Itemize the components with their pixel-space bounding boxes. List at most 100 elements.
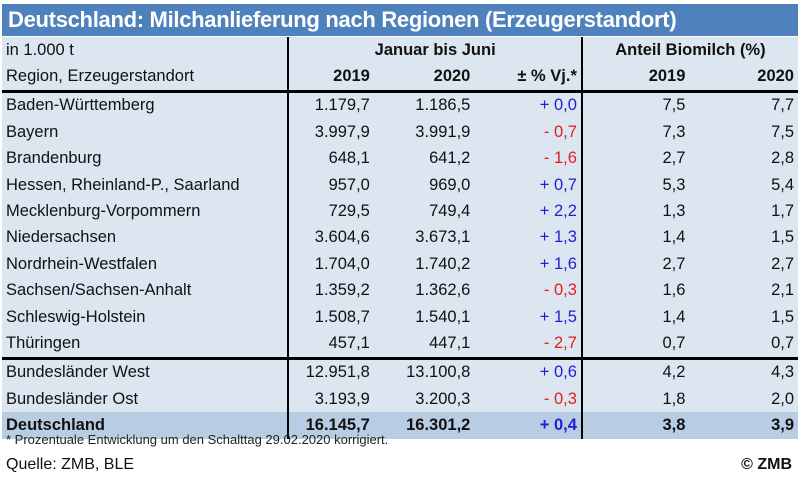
region-name: Thüringen bbox=[2, 330, 289, 359]
pct-change: + 2,2 bbox=[474, 198, 582, 225]
col-pct-change: ± % Vj.* bbox=[474, 63, 582, 92]
value-2020: 3.991,9 bbox=[373, 119, 475, 146]
bio-share-2019: 2,7 bbox=[580, 145, 690, 172]
bio-share-2020: 1,5 bbox=[689, 303, 798, 331]
table-row: Thüringen 457,1 447,1- 2,7 0,7 0,7 bbox=[2, 330, 798, 359]
table-row: Niedersachsen 3.604,6 3.673,1 + 1,3 1,4 1,5 bbox=[2, 224, 798, 252]
region-name: Bayern bbox=[2, 119, 289, 146]
bio-share-2019: 1,3 bbox=[580, 198, 690, 225]
bio-share-2019: 3,8 bbox=[580, 412, 690, 439]
region-header: Region, Erzeugerstandort bbox=[2, 63, 289, 92]
bio-share-2020: 2,8 bbox=[689, 145, 798, 172]
pct-change: + 1,6 bbox=[474, 251, 582, 278]
region-name: Bundesländer Ost bbox=[2, 386, 289, 413]
value-2020: 641,2 bbox=[373, 145, 475, 172]
pct-change: - 1,6 bbox=[474, 145, 582, 172]
value-2019: 3.193,9 bbox=[287, 386, 374, 413]
region-name: Nordrhein-Westfalen bbox=[2, 251, 289, 278]
pct-change: - 0,3 bbox=[474, 386, 582, 413]
region-name: Brandenburg bbox=[2, 145, 289, 172]
period-header: Januar bis Juni bbox=[287, 37, 582, 64]
value-2019: 12.951,8 bbox=[287, 356, 374, 387]
region-name: Deutschland bbox=[2, 412, 289, 439]
col-2020: 2020 bbox=[373, 63, 475, 92]
total-row: Deutschland 16.145,7 16.301,2 + 0,4 3,8 3,9 bbox=[2, 412, 798, 439]
region-name: Baden-Württemberg bbox=[2, 89, 289, 120]
pct-change: - 0,3 bbox=[474, 277, 582, 304]
bio-share-2020: 2,0 bbox=[689, 386, 798, 413]
bio-share-2020: 5,4 bbox=[689, 171, 798, 199]
region-name: Bundesländer West bbox=[2, 356, 289, 387]
table-row: Sachsen/Sachsen-Anhalt 1.359,2 1.362,6- 0,… bbox=[2, 277, 798, 304]
table-row: Nordrhein-Westfalen 1.704,0 1.740,2 + 1,6 2,… bbox=[2, 251, 798, 278]
bio-share-2019: 1,8 bbox=[580, 386, 690, 413]
value-2020: 969,0 bbox=[373, 171, 475, 199]
value-2019: 3.604,6 bbox=[287, 224, 374, 252]
region-name: Mecklenburg-Vorpommern bbox=[2, 198, 289, 225]
table-row: Baden-Württemberg 1.179,7 1.186,5 + 0,0 7,5 7… bbox=[2, 89, 798, 120]
value-2020: 16.301,2 bbox=[373, 412, 475, 439]
footnote: * Prozentuale Entwicklung um den Schaltt… bbox=[6, 432, 389, 447]
region-name: Niedersachsen bbox=[2, 224, 289, 252]
value-2020: 749,4 bbox=[373, 198, 475, 225]
col-bio-2019: 2019 bbox=[580, 63, 690, 92]
bio-share-2020: 2,7 bbox=[689, 251, 798, 278]
region-name: Schleswig-Holstein bbox=[2, 303, 289, 331]
pct-change: + 1,5 bbox=[474, 303, 582, 331]
region-name: Hessen, Rheinland-P., Saarland bbox=[2, 171, 289, 199]
value-2019: 3.997,9 bbox=[287, 119, 374, 146]
pct-change: + 0,7 bbox=[474, 171, 582, 199]
bio-share-2020: 1,5 bbox=[689, 224, 798, 252]
bio-share-2019: 0,7 bbox=[580, 330, 690, 359]
value-2020: 1.540,1 bbox=[373, 303, 475, 331]
value-2019: 1.359,2 bbox=[287, 277, 374, 304]
source: Quelle: ZMB, BLE bbox=[6, 456, 135, 473]
bio-share-2020: 1,7 bbox=[689, 198, 798, 225]
value-2019: 457,1 bbox=[287, 330, 374, 359]
bio-share-2020: 7,7 bbox=[689, 89, 798, 120]
bio-share-2020: 4,3 bbox=[689, 356, 798, 387]
header-row-2: Region, Erzeugerstandort 2019 2020 ± % V… bbox=[2, 63, 798, 92]
table-title: Deutschland: Milchanlieferung nach Regio… bbox=[2, 4, 798, 36]
value-2019: 16.145,7 bbox=[287, 412, 374, 439]
table-row: Bayern 3.997,9 3.991,9- 0,7 7,3 7,5 bbox=[2, 119, 798, 146]
bio-share-2019: 4,2 bbox=[580, 356, 690, 387]
pct-change: + 1,3 bbox=[474, 224, 582, 252]
bio-share-2020: 0,7 bbox=[689, 330, 798, 359]
bio-share-2020: 7,5 bbox=[689, 119, 798, 146]
header-row-1: in 1.000 t Januar bis Juni Anteil Biomil… bbox=[2, 37, 798, 64]
col-2019: 2019 bbox=[287, 63, 374, 92]
pct-change: - 2,7 bbox=[474, 330, 582, 359]
value-2020: 447,1 bbox=[373, 330, 475, 359]
pct-change: + 0,0 bbox=[474, 89, 582, 120]
bio-share-2019: 1,6 bbox=[580, 277, 690, 304]
value-2019: 1.179,7 bbox=[287, 89, 374, 120]
copyright: © ZMB bbox=[741, 456, 792, 473]
pct-change: + 0,4 bbox=[474, 412, 582, 439]
unit-label: in 1.000 t bbox=[2, 37, 289, 64]
col-bio-2020: 2020 bbox=[689, 63, 798, 92]
bio-share-2019: 7,3 bbox=[580, 119, 690, 146]
table-row: Brandenburg 648,1 641,2- 1,6 2,7 2,8 bbox=[2, 145, 798, 172]
value-2020: 1.186,5 bbox=[373, 89, 475, 120]
data-table: in 1.000 t Januar bis Juni Anteil Biomil… bbox=[2, 37, 798, 439]
value-2019: 1.508,7 bbox=[287, 303, 374, 331]
table-row: Schleswig-Holstein 1.508,7 1.540,1 + 1,5 1,4… bbox=[2, 303, 798, 331]
value-2020: 1.740,2 bbox=[373, 251, 475, 278]
value-2020: 13.100,8 bbox=[373, 356, 475, 387]
value-2020: 1.362,6 bbox=[373, 277, 475, 304]
bio-share-2019: 5,3 bbox=[580, 171, 690, 199]
bio-share-header: Anteil Biomilch (%) bbox=[580, 37, 798, 64]
value-2019: 1.704,0 bbox=[287, 251, 374, 278]
value-2019: 957,0 bbox=[287, 171, 374, 199]
pct-change: + 0,6 bbox=[474, 356, 582, 387]
table-row: Bundesländer Ost 3.193,9 3.200,3- 0,3 1,8 2,… bbox=[2, 386, 798, 413]
bio-share-2019: 7,5 bbox=[580, 89, 690, 120]
table-row: Bundesländer West 12.951,8 13.100,8 + 0,6 4,… bbox=[2, 356, 798, 387]
bio-share-2020: 3,9 bbox=[689, 412, 798, 439]
value-2020: 3.200,3 bbox=[373, 386, 475, 413]
pct-change: - 0,7 bbox=[474, 119, 582, 146]
bio-share-2019: 1,4 bbox=[580, 224, 690, 252]
bio-share-2019: 1,4 bbox=[580, 303, 690, 331]
